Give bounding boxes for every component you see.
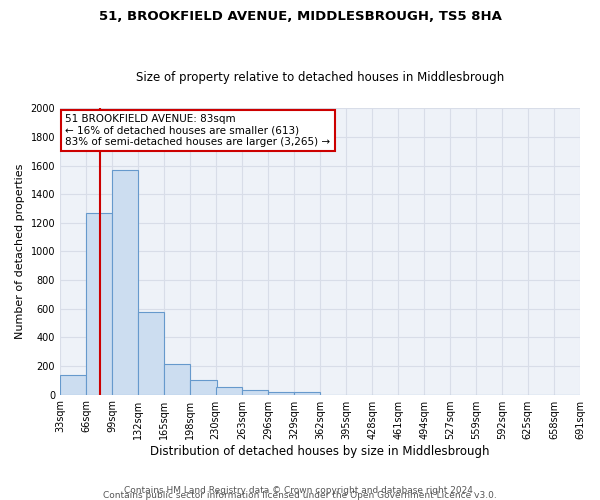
Text: 51 BROOKFIELD AVENUE: 83sqm
← 16% of detached houses are smaller (613)
83% of se: 51 BROOKFIELD AVENUE: 83sqm ← 16% of det… <box>65 114 331 147</box>
Y-axis label: Number of detached properties: Number of detached properties <box>15 164 25 339</box>
Bar <box>268 392 294 394</box>
Bar <box>190 380 217 394</box>
Text: Contains public sector information licensed under the Open Government Licence v3: Contains public sector information licen… <box>103 491 497 500</box>
Text: 51, BROOKFIELD AVENUE, MIDDLESBROUGH, TS5 8HA: 51, BROOKFIELD AVENUE, MIDDLESBROUGH, TS… <box>98 10 502 23</box>
Text: Contains HM Land Registry data © Crown copyright and database right 2024.: Contains HM Land Registry data © Crown c… <box>124 486 476 495</box>
Bar <box>294 392 320 394</box>
X-axis label: Distribution of detached houses by size in Middlesbrough: Distribution of detached houses by size … <box>150 444 490 458</box>
Bar <box>164 364 190 394</box>
Bar <box>216 388 242 394</box>
Bar <box>242 390 268 394</box>
Title: Size of property relative to detached houses in Middlesbrough: Size of property relative to detached ho… <box>136 70 504 84</box>
Bar <box>112 170 138 394</box>
Bar <box>138 312 164 394</box>
Bar <box>60 374 86 394</box>
Bar <box>86 213 112 394</box>
